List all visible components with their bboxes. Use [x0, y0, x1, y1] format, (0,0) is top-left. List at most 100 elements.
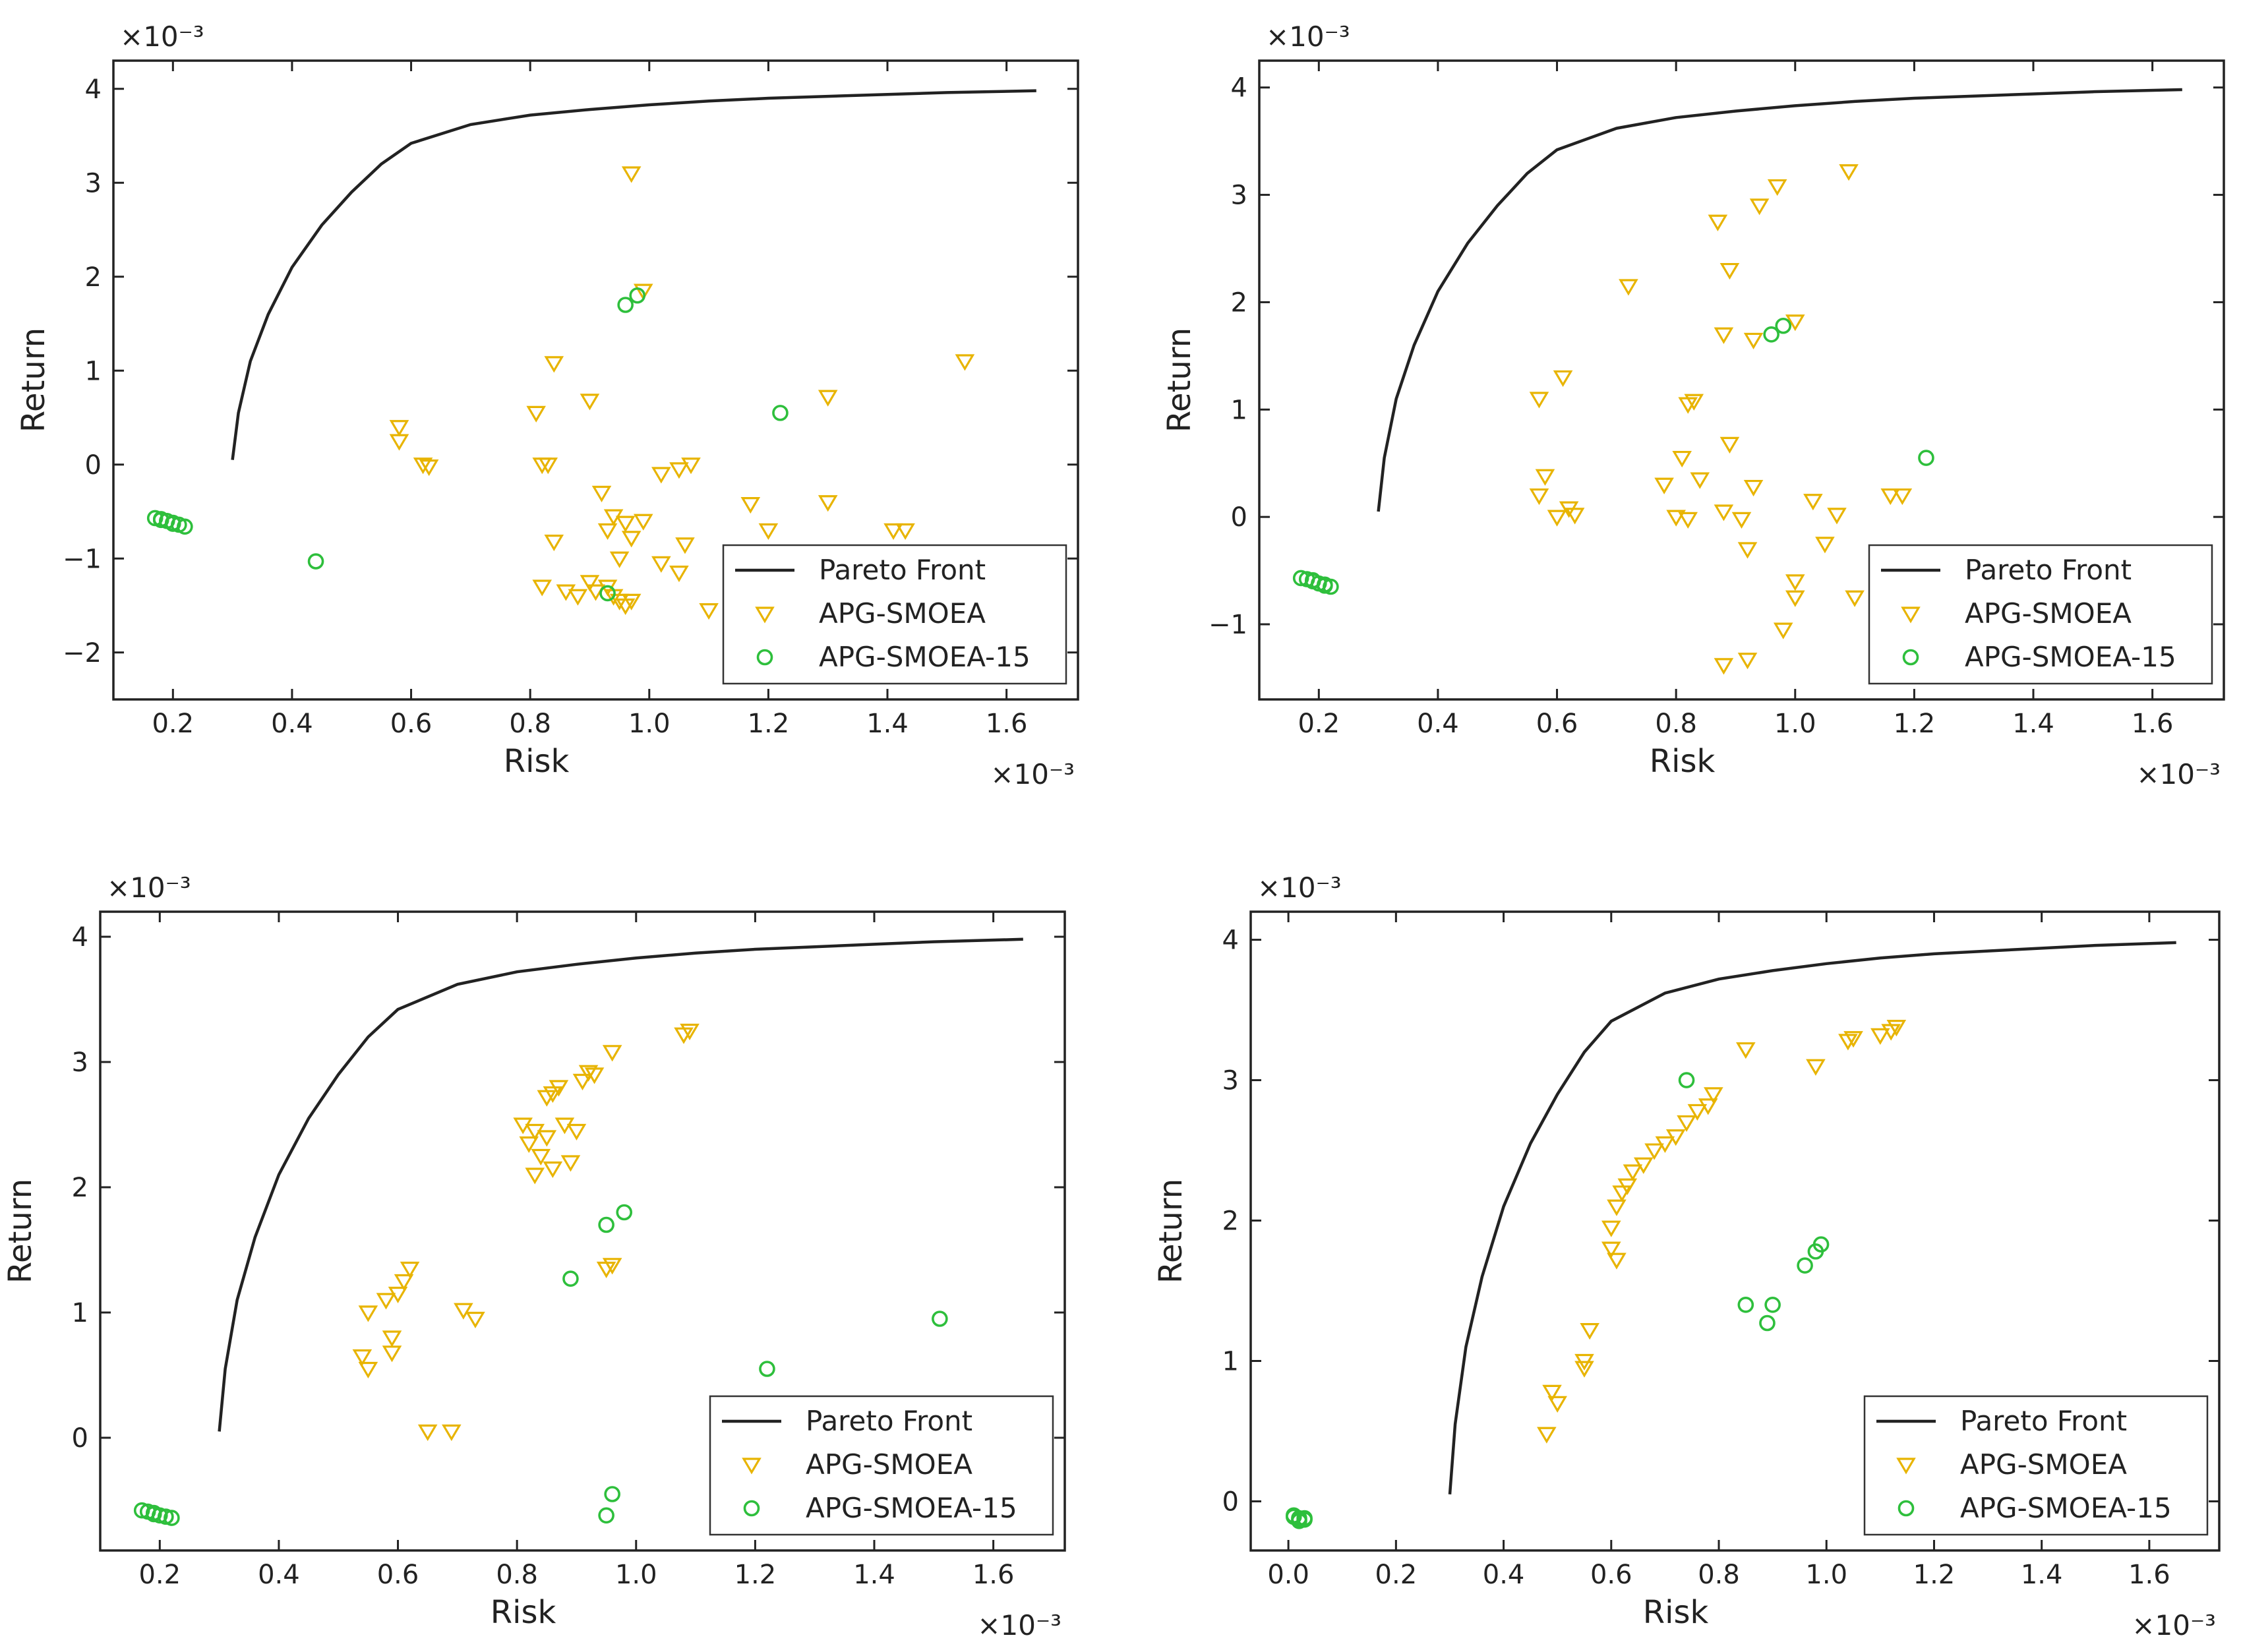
apg-smoea-point: [1612, 1185, 1632, 1202]
y-axis-multiplier: ×10⁻³: [120, 20, 204, 53]
legend-label-pareto: Pareto Front: [1965, 554, 2132, 586]
y-tick-label: 2: [1222, 1206, 1239, 1237]
apg-smoea-point: [1743, 332, 1764, 349]
apg-smoea-point: [1529, 488, 1549, 506]
apg-smoea-point: [1537, 1427, 1557, 1444]
x-tick-label: 0.4: [1417, 709, 1459, 739]
pareto-front-line: [1448, 941, 2176, 1494]
y-tick-label: 3: [1231, 181, 1247, 211]
legend-label-apg-smoea-15: APG-SMOEA-15: [819, 641, 1031, 673]
apg-smoea-point: [699, 603, 719, 620]
apg-smoea-point: [580, 575, 600, 592]
y-tick-label: 3: [85, 168, 102, 198]
x-tick-label: 0.4: [271, 709, 313, 739]
x-tick-label: 1.0: [1805, 1560, 1847, 1590]
pareto-front-line: [218, 937, 1023, 1432]
x-tick-label: 1.6: [2132, 709, 2174, 739]
apg-smoea-15-point: [1317, 576, 1333, 593]
apg-smoea-point: [1714, 327, 1734, 344]
apg-smoea-point: [549, 1080, 569, 1097]
panel-top-right: 0.2 0.4 0.6 0.8 1.0 1.2 1.4 1.6 −1 0 1 2 3 4 Risk Retur…: [1161, 20, 2225, 790]
x-axis-label: Risk: [1650, 743, 1716, 780]
x-tick-label: 1.4: [2012, 709, 2054, 739]
apg-smoea-15-point: [1759, 1314, 1776, 1332]
y-tick-label: 1: [1222, 1346, 1239, 1376]
legend-label-apg-smoea: APG-SMOEA: [1960, 1448, 2127, 1481]
apg-smoea-point: [525, 1167, 545, 1185]
x-axis-label: Risk: [504, 743, 570, 780]
apg-smoea-point: [1785, 314, 1805, 332]
pareto-front-line: [1377, 88, 2182, 512]
y-tick-label: 2: [1231, 287, 1247, 318]
apg-smoea-15-point: [145, 1506, 162, 1523]
apg-smoea-point: [680, 1023, 700, 1041]
apg-smoea-point: [1619, 279, 1638, 296]
apg-smoea-15-point: [1737, 1297, 1754, 1313]
x-axis-label: Risk: [1643, 1594, 1709, 1631]
apg-smoea-point: [389, 420, 409, 437]
apg-smoea-point: [454, 1303, 473, 1320]
apg-smoea-point: [413, 457, 433, 475]
x-tick-label: 1.6: [986, 709, 1028, 739]
x-tick-label: 1.4: [2021, 1560, 2063, 1590]
apg-smoea-15-point: [152, 1507, 168, 1524]
x-axis-label: Risk: [491, 1594, 556, 1631]
apg-smoea-point: [1623, 1164, 1643, 1181]
x-tick-label: 0.8: [496, 1560, 538, 1590]
y-tick-label: −2: [63, 638, 102, 668]
apg-smoea-point: [400, 1261, 420, 1279]
x-tick-label: 0.8: [509, 709, 551, 739]
apg-smoea-point: [566, 1123, 587, 1141]
apg-smoea-point: [358, 1305, 378, 1322]
apg-smoea-point: [531, 1148, 551, 1166]
x-tick-label: 1.2: [748, 709, 790, 739]
x-axis-multiplier: ×10⁻³: [2136, 758, 2221, 790]
apg-smoea-point: [417, 1424, 438, 1442]
plot-frame: [1249, 910, 2221, 1552]
apg-smoea-point: [389, 434, 409, 451]
apg-smoea-point: [1719, 436, 1740, 454]
apg-smoea-15-point: [604, 1486, 620, 1502]
apg-smoea-point: [1654, 477, 1674, 494]
apg-smoea-point: [681, 457, 701, 475]
apg-smoea-point: [669, 462, 689, 479]
apg-smoea-point: [465, 1311, 485, 1329]
apg-smoea-point: [1565, 508, 1585, 525]
apg-smoea-point: [669, 566, 689, 583]
apg-smoea-point: [1644, 1143, 1664, 1160]
apg-smoea-point: [568, 589, 588, 606]
apg-smoea-point: [621, 531, 642, 548]
apg-smoea-point: [1886, 1020, 1907, 1037]
legend: Pareto Front APG-SMOEA APG-SMOEA-15: [722, 544, 1067, 685]
apg-smoea-point: [1839, 164, 1859, 181]
legend-box: [709, 1395, 1054, 1536]
apg-smoea-point: [1580, 1323, 1599, 1340]
apg-smoea-point: [1806, 1059, 1826, 1076]
legend: Pareto Front APG-SMOEA APG-SMOEA-15: [709, 1395, 1054, 1536]
apg-smoea-point: [621, 593, 642, 610]
apg-smoea-point: [560, 1155, 581, 1172]
x-tick-label: 0.6: [377, 1560, 419, 1590]
x-tick-label: 1.0: [615, 1560, 657, 1590]
apg-smoea-point: [1607, 1253, 1627, 1270]
legend-circle-swatch: [743, 1500, 760, 1517]
legend-triangle-swatch: [1896, 1458, 1916, 1475]
x-tick-label: 0.6: [1590, 1560, 1632, 1590]
apg-smoea-point: [818, 495, 838, 512]
apg-smoea-point: [1743, 479, 1764, 497]
legend-box: [722, 544, 1067, 685]
apg-smoea-point: [1714, 504, 1734, 521]
apg-smoea-point: [1714, 658, 1734, 675]
apg-smoea-point: [651, 467, 671, 484]
apg-smoea-point: [556, 584, 576, 601]
apg-smoea-point: [1601, 1220, 1621, 1237]
apg-smoea-point: [955, 354, 975, 371]
apg-smoea-point: [1892, 488, 1913, 506]
apg-smoea-point: [591, 485, 612, 503]
apg-smoea-point: [376, 1293, 396, 1310]
apg-smoea-point: [1687, 1104, 1708, 1121]
apg-smoea-point: [1731, 512, 1752, 529]
apg-smoea-point: [584, 1067, 605, 1084]
legend-circle-swatch: [1897, 1500, 1915, 1517]
